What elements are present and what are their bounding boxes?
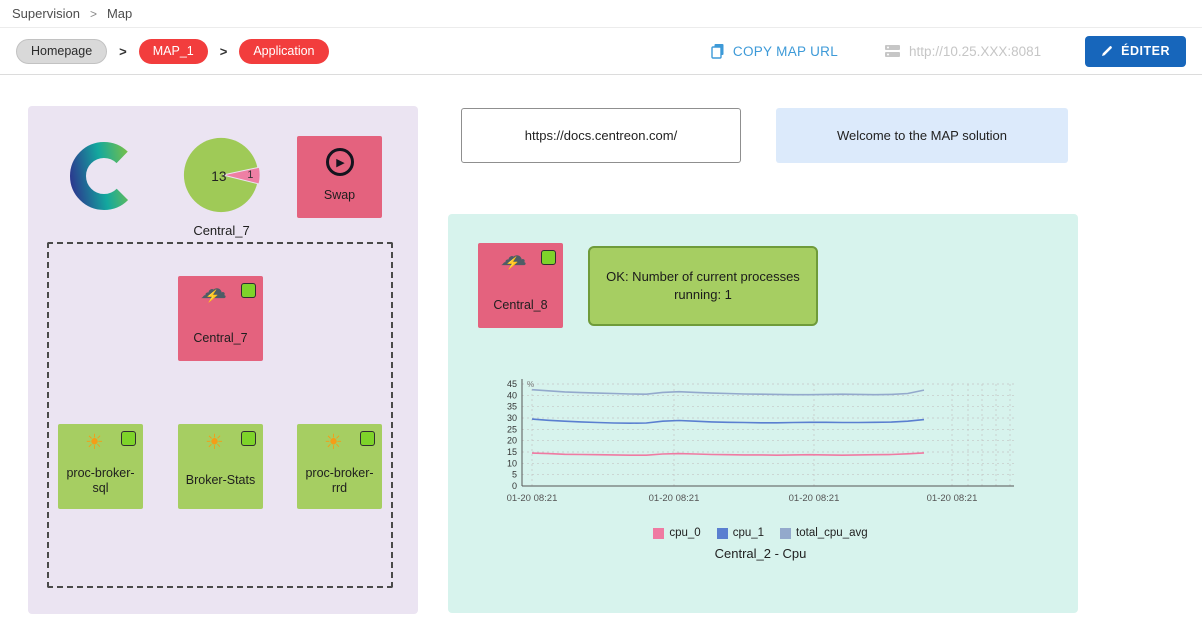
status-ok-square: [241, 431, 256, 446]
node-label: Central_8: [493, 298, 548, 313]
copy-map-url-label: COPY MAP URL: [732, 43, 839, 59]
svg-text:35: 35: [507, 402, 517, 412]
node-label: proc-broker-sql: [66, 465, 135, 496]
status-ok-square: [541, 250, 556, 265]
node-label: Broker-Stats: [185, 473, 256, 488]
status-message-box: OK: Number of current processes running:…: [588, 246, 818, 326]
copy-icon: [711, 44, 724, 59]
edit-button[interactable]: ÉDITER: [1085, 35, 1186, 67]
svg-text:01-20 08:21: 01-20 08:21: [507, 493, 558, 504]
pill-separator: >: [119, 43, 127, 59]
play-icon: ▶: [325, 148, 354, 176]
svg-text:20: 20: [507, 436, 517, 446]
svg-text:01-20 08:21: 01-20 08:21: [927, 493, 978, 504]
pie-value-slice: 1: [247, 169, 253, 181]
sun-icon: ☀: [324, 431, 343, 454]
legend-item-cpu_1: cpu_1: [716, 527, 764, 539]
breadcrumb-pill-map1[interactable]: MAP_1: [138, 38, 208, 64]
legend-item-cpu_0: cpu_0: [653, 527, 701, 539]
sun-icon: ☀: [205, 431, 224, 454]
welcome-box: Welcome to the MAP solution: [776, 108, 1068, 163]
svg-text:5: 5: [512, 470, 517, 480]
pill-separator: >: [219, 43, 228, 59]
node-broker-stats[interactable]: ☀ Broker-Stats: [178, 424, 263, 509]
status-ok-square: [241, 283, 256, 298]
storm-cloud-icon: ☁: [500, 241, 527, 271]
svg-text:0: 0: [512, 481, 517, 491]
centreon-logo[interactable]: [58, 134, 150, 223]
breadcrumb-page[interactable]: Map: [106, 6, 133, 21]
legend-item-total_cpu_avg: total_cpu_avg: [780, 527, 868, 539]
legend-swatch: [653, 527, 665, 539]
server-url-text: http://10.25.XXX:8081: [909, 43, 1042, 59]
node-proc-broker-sql[interactable]: ☀ proc-broker-sql: [58, 424, 143, 509]
chart-title: Central_2 - Cpu: [714, 546, 807, 561]
svg-text:%: %: [527, 380, 534, 389]
pie-value-main: 13: [211, 169, 226, 184]
svg-text:25: 25: [507, 424, 517, 434]
pie-node-label: Central_7: [193, 223, 250, 238]
server-url: http://10.25.XXX:8081: [884, 44, 1041, 59]
svg-text:40: 40: [507, 390, 517, 400]
lightning-icon: ⚡: [205, 289, 220, 303]
docs-url-box[interactable]: https://docs.centreon.com/: [461, 108, 741, 163]
svg-text:15: 15: [507, 447, 517, 457]
docs-url-text: https://docs.centreon.com/: [524, 128, 678, 143]
breadcrumb-pill-application[interactable]: Application: [239, 38, 329, 64]
node-swap[interactable]: ▶ Swap: [297, 136, 382, 218]
sun-icon: ☀: [85, 431, 104, 454]
welcome-text: Welcome to the MAP solution: [836, 128, 1008, 143]
node-central-8[interactable]: ☁ ⚡ Central_8: [478, 241, 563, 328]
group-dashed-rect: [47, 242, 393, 588]
node-central-7[interactable]: ☁ ⚡ Central_7: [178, 274, 263, 361]
copy-map-url-button[interactable]: COPY MAP URL: [710, 43, 838, 59]
left-map-panel: 13 1 Central_7 ▶ Swap ☁ ⚡ Central_7 ☀ pr…: [28, 106, 418, 614]
svg-text:01-20 08:21: 01-20 08:21: [649, 493, 700, 504]
cpu-chart-widget[interactable]: 0 5 10 15 20 25 30 35 40 45 01-20 08:21 01-20 08:21…: [488, 374, 1033, 561]
status-ok-square: [121, 431, 136, 446]
breadcrumb-pill-homepage[interactable]: Homepage: [16, 38, 108, 64]
node-label: Swap: [323, 188, 356, 203]
node-proc-broker-rrd[interactable]: ☀ proc-broker-rrd: [297, 424, 382, 509]
storm-cloud-icon: ☁: [200, 274, 227, 304]
top-breadcrumb: Supervision > Map: [0, 0, 1202, 28]
status-ok-square: [360, 431, 375, 446]
map-canvas: 13 1 Central_7 ▶ Swap ☁ ⚡ Central_7 ☀ pr…: [0, 75, 1202, 625]
node-label: proc-broker-rrd: [305, 465, 374, 496]
server-icon: [885, 45, 901, 57]
svg-text:01-20 08:21: 01-20 08:21: [789, 493, 840, 504]
storm-icon: ☁ ⚡: [500, 241, 532, 277]
chart-legend: cpu_0 cpu_1 total_cpu_avg: [488, 527, 1033, 539]
status-message-text: OK: Number of current processes running:…: [606, 269, 800, 302]
lightning-icon: ⚡: [505, 256, 520, 270]
pencil-icon: [1102, 46, 1113, 56]
svg-text:45: 45: [507, 379, 517, 389]
node-label: Central_7: [193, 331, 248, 346]
edit-button-label: ÉDITER: [1121, 44, 1170, 58]
pie-chart-node[interactable]: 13 1 Central_7: [174, 132, 269, 238]
svg-text:30: 30: [507, 413, 517, 423]
right-map-panel: ☁ ⚡ Central_8 OK: Number of current proc…: [448, 214, 1078, 613]
breadcrumb-separator: >: [89, 6, 97, 21]
breadcrumb-section[interactable]: Supervision: [12, 6, 80, 21]
legend-swatch: [716, 527, 728, 539]
svg-text:10: 10: [507, 458, 517, 468]
legend-swatch: [780, 527, 792, 539]
storm-icon: ☁ ⚡: [200, 274, 232, 310]
map-toolbar: Homepage > MAP_1 > Application COPY MAP …: [0, 28, 1202, 75]
